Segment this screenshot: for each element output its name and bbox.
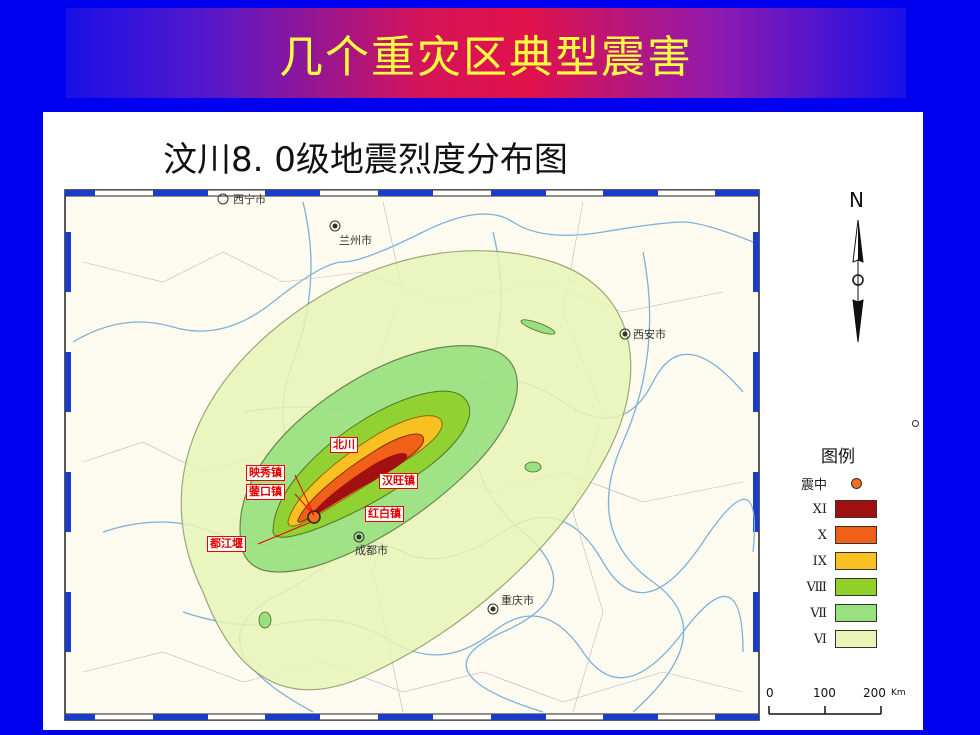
slide-title-bar: 几个重灾区典型震害 (66, 8, 906, 98)
town-yingxiu: 映秀镇 (246, 465, 285, 481)
legend-swatch-vi (835, 630, 877, 648)
legend-title: 图例 (821, 447, 855, 467)
city-chongqing: 重庆市 (501, 593, 534, 607)
leader-lines (257, 474, 315, 545)
legend-swatch-viii (835, 578, 877, 596)
legend-item-label: Ⅷ (806, 579, 827, 595)
city-lanzhou: 兰州市 (339, 233, 372, 247)
scale-label-200: 200 (863, 686, 886, 700)
town-hongbai: 红白镇 (365, 506, 404, 522)
scale-bar (768, 706, 882, 715)
town-dujiangyan: 都江堰 (207, 536, 246, 552)
legend-swatch-x (835, 526, 877, 544)
intensity-map: 兰州市 西宁市 西安市 成都市 重庆市 汶川8. 0级地震烈度分布图 N 北川 … (43, 112, 923, 730)
scale-unit: Km (891, 688, 906, 698)
legend-item-label: IX (812, 553, 827, 569)
slide-title: 几个重灾区典型震害 (279, 32, 693, 83)
legend-swatch-xi (835, 500, 877, 518)
scale-label-100: 100 (813, 686, 836, 700)
legend-swatch-ix (835, 552, 877, 570)
legend-item: IX (791, 552, 877, 570)
scale-label-0: 0 (766, 686, 774, 700)
town-hanwang: 汉旺镇 (379, 473, 418, 489)
frame-ticks (65, 190, 759, 720)
town-beichuan: 北川 (330, 437, 358, 453)
north-label: N (849, 188, 864, 212)
legend-item: XI (791, 500, 877, 518)
slide-handle (912, 420, 919, 427)
legend-epicenter-label: 震中 (800, 478, 827, 493)
legend-item: Ⅵ (791, 630, 877, 648)
town-xuankou: 蓥口镇 (246, 484, 285, 500)
city-markers (217, 193, 631, 615)
epicenter-marker (307, 510, 321, 524)
zone-xi (310, 453, 408, 517)
city-chengdu: 成都市 (355, 543, 388, 557)
epicenter-icon (851, 478, 862, 489)
map-title: 汶川8. 0级地震烈度分布图 (163, 140, 568, 180)
legend-item-label: Ⅶ (810, 605, 827, 621)
city-xining: 西宁市 (233, 192, 266, 206)
map-canvas: 兰州市 西宁市 西安市 成都市 重庆市 (64, 189, 882, 721)
legend-item-label: XI (812, 501, 827, 517)
legend-item: Ⅶ (791, 604, 877, 622)
legend-item-label: Ⅵ (813, 631, 827, 647)
north-arrow-icon (852, 219, 864, 343)
legend-item-label: X (817, 527, 827, 543)
legend-item: Ⅷ (791, 578, 877, 596)
legend-swatch-vii (835, 604, 877, 622)
legend-epicenter: 震中 (791, 474, 862, 493)
city-xian: 西安市 (633, 327, 666, 341)
legend-item: X (791, 526, 877, 544)
